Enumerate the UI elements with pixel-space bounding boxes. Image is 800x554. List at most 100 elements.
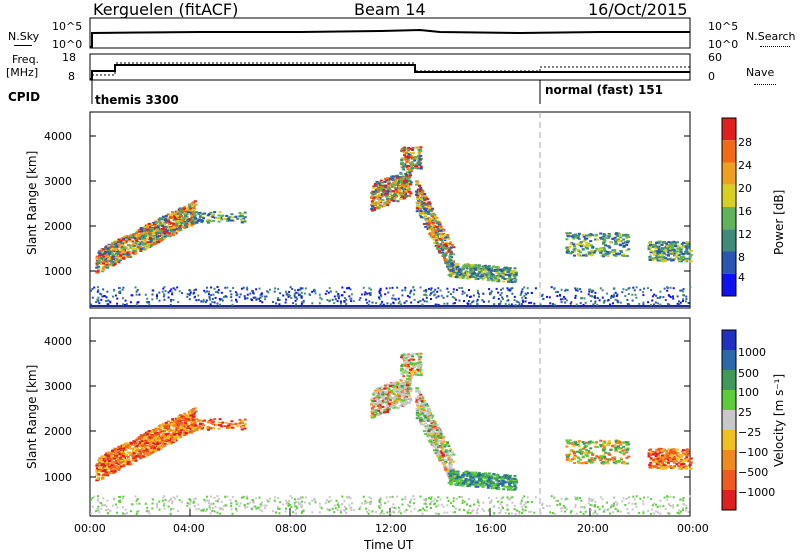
power-cell [152,221,156,224]
power-cell [607,236,611,239]
power-cell [179,229,183,232]
cpid-label: CPID [8,90,41,104]
velocity-cell [100,464,104,467]
velocity-cell [151,442,155,445]
power-cell [685,295,688,298]
power-cell [570,241,574,244]
power-cell [483,269,487,272]
velocity-cell [414,373,418,376]
power-cell [506,270,510,273]
power-cell [177,208,181,211]
power-cell [100,293,103,296]
power-cell [104,251,108,253]
power-cell [521,303,523,306]
power-cell [586,247,589,250]
power-cell [574,234,577,237]
velocity-cell [234,423,238,425]
power-cbar-tick-4: 4 [738,271,745,284]
velocity-cell [391,381,395,384]
power-cell [443,238,447,240]
power-cell [179,222,183,225]
velocity-cell [375,413,379,415]
power-cell [119,239,123,242]
power-cell [164,226,168,228]
power-cell [202,298,205,301]
power-cell [447,250,451,253]
power-cell [138,237,142,240]
velocity-cell [209,418,213,421]
velocity-cell [98,464,102,467]
power-cell [619,301,622,304]
power-cell [142,237,146,240]
power-cell [407,152,411,155]
power-cell [627,236,631,239]
power-cell [200,216,204,218]
power-cell [419,154,423,157]
velocity-cell [175,435,179,438]
power-cell [261,295,264,298]
power-cell [103,261,107,264]
power-cell [122,286,125,289]
power-cell [241,215,244,218]
power-cell [374,191,378,194]
power-cell [208,290,211,293]
power-cell [609,297,612,300]
velocity-cell [140,445,144,447]
power-cell [390,176,394,179]
velocity-cell [223,425,227,428]
power-cell [378,200,382,202]
velocity-scatter-points [90,352,693,515]
power-cell [129,246,133,249]
power-cell [428,219,432,221]
power-cell [685,243,689,246]
power-cell [523,286,526,289]
power-cell [466,294,468,297]
power-cell [103,252,107,255]
power-cell [473,267,477,270]
power-cell [158,224,162,227]
power-cell [143,226,147,229]
power-cell [452,302,455,305]
velocity-cell [111,455,114,457]
power-cell [107,299,110,302]
power-cell [435,296,438,299]
power-cell [676,241,679,244]
velocity-cell [110,470,114,473]
power-cell [393,179,397,182]
power-cell [679,248,683,251]
power-cell [520,290,523,293]
velocity-cell [121,457,125,460]
velocity-cell [205,427,209,430]
power-cell [230,299,233,302]
power-cell [98,302,101,305]
power-cell [105,296,108,299]
power-cell [132,242,136,245]
power-cell [481,278,485,281]
power-cell [448,255,452,258]
velocity-cell [106,467,110,470]
power-cell [152,241,156,244]
power-cell [413,159,417,162]
power-cell [461,290,464,293]
power-cell [391,190,395,193]
power-cell [659,250,663,253]
power-cell [226,217,230,220]
velocity-cell [164,433,168,436]
velocity-cell [181,426,185,429]
power-cell [649,246,653,249]
power-cell [139,245,142,247]
power-cell [149,240,153,243]
power-cell [119,254,123,257]
power-cell [97,299,100,302]
power-cell [300,302,303,305]
power-cell [672,249,676,252]
power-cell [117,251,121,254]
power-cell [619,240,623,242]
power-cell [449,275,453,277]
velocity-cell [394,396,398,399]
velocity-cell [172,436,176,439]
power-cell [295,291,298,294]
power-cell [298,294,301,297]
power-cell [190,224,194,227]
power-cell [564,289,567,292]
